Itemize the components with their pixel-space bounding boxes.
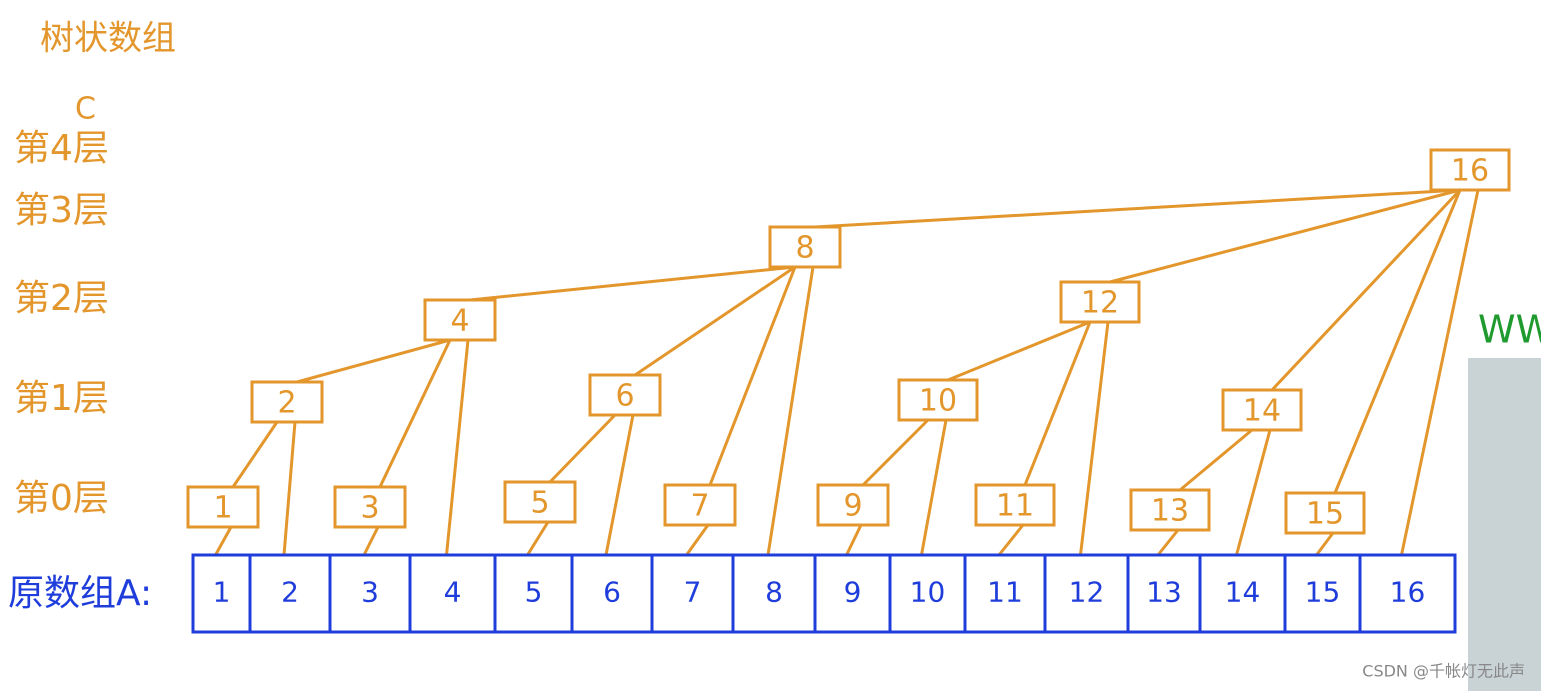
array-cell: 3 [361, 576, 379, 609]
node-box [816, 483, 890, 527]
node-label: 4 [450, 304, 469, 339]
layer-label: 第1层 [14, 378, 109, 419]
node-box [768, 225, 842, 269]
node-box [186, 485, 260, 529]
layer-label: 第3层 [14, 190, 109, 231]
edge [1270, 188, 1462, 392]
node-label: 16 [1451, 154, 1489, 189]
node-box [974, 483, 1056, 527]
array-cell: 9 [844, 576, 862, 609]
edge [378, 338, 452, 489]
node-label: 13 [1151, 494, 1189, 529]
edge [708, 265, 797, 487]
array-label: 原数组A: [8, 573, 152, 614]
edge [1400, 188, 1480, 557]
array-outline [191, 553, 1457, 634]
array-cell: 15 [1305, 576, 1341, 609]
edge [1333, 188, 1462, 495]
array-cell: 4 [444, 576, 462, 609]
node-label: 8 [795, 231, 814, 266]
node-label: 7 [690, 489, 709, 524]
edge [1178, 428, 1254, 492]
edge [946, 320, 1092, 382]
edge [604, 413, 635, 557]
edge [1023, 320, 1092, 487]
array-cell: 11 [987, 576, 1023, 609]
node-box [1429, 148, 1511, 192]
edge [468, 265, 797, 302]
node-box [1221, 388, 1303, 432]
node-label: 9 [843, 489, 862, 524]
edge [997, 523, 1025, 557]
edge [1235, 428, 1272, 557]
node-box [1059, 280, 1141, 324]
array-cell: 2 [281, 576, 299, 609]
edge [282, 420, 297, 557]
layer-label: 第0层 [14, 478, 109, 519]
edge [362, 525, 380, 557]
edge [548, 413, 617, 484]
edge [231, 420, 279, 489]
edge [766, 265, 815, 557]
edge [813, 188, 1462, 229]
node-box [423, 298, 497, 342]
edge [1079, 320, 1110, 557]
node-label: 15 [1306, 497, 1344, 532]
array-cell: 6 [603, 576, 621, 609]
edge [685, 523, 710, 557]
node-box [663, 483, 737, 527]
node-label: 3 [360, 491, 379, 526]
node-box [503, 480, 577, 524]
side-text: WW [1478, 308, 1541, 352]
side-image [1468, 358, 1541, 691]
layer-label: 第4层 [14, 128, 109, 169]
layer-label: 第2层 [14, 278, 109, 319]
edge [920, 418, 948, 557]
node-box [897, 378, 979, 422]
node-label: 11 [996, 489, 1034, 524]
node-label: 6 [615, 379, 634, 414]
node-box [1129, 488, 1211, 532]
node-box [588, 373, 662, 417]
title: 树状数组 [40, 19, 176, 59]
edge [295, 338, 452, 384]
edge [845, 523, 863, 557]
array-cell: 13 [1146, 576, 1182, 609]
watermark: CSDN @千帐灯无此声 [1362, 662, 1525, 681]
array-cell: 10 [910, 576, 946, 609]
edge [861, 418, 930, 487]
edge [526, 520, 550, 557]
edge [445, 338, 470, 557]
node-label: 10 [919, 384, 957, 419]
node-box [1284, 491, 1366, 535]
array-cell: 7 [684, 576, 702, 609]
array-cell: 8 [765, 576, 783, 609]
edge [214, 525, 233, 557]
array-cell: 12 [1069, 576, 1105, 609]
c-label: C [75, 92, 96, 127]
array-cell: 5 [525, 576, 543, 609]
node-label: 5 [530, 486, 549, 521]
edge [633, 265, 797, 377]
edge [1315, 531, 1335, 557]
array-cell: 1 [213, 576, 231, 609]
edge [1156, 528, 1180, 557]
array-cell: 14 [1225, 576, 1261, 609]
array-cell: 16 [1390, 576, 1426, 609]
node-label: 2 [277, 386, 296, 421]
node-label: 14 [1243, 394, 1281, 429]
node-label: 12 [1081, 286, 1119, 321]
node-label: 1 [213, 491, 232, 526]
edge [1108, 188, 1462, 284]
node-box [333, 485, 407, 529]
node-box [250, 380, 324, 424]
